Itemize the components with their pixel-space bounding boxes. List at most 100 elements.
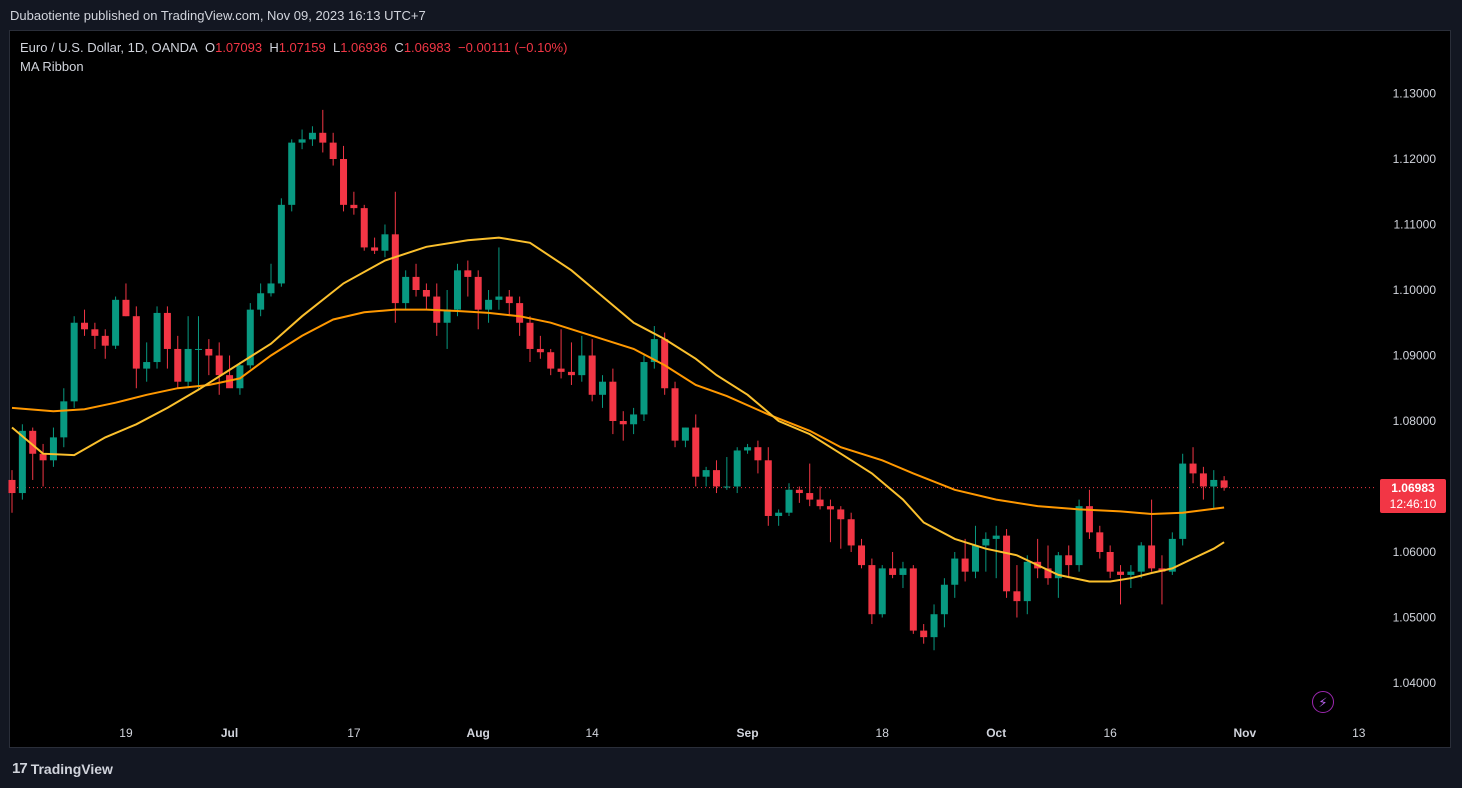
candle-body	[122, 299, 130, 317]
candle-body	[567, 371, 575, 376]
candle-body	[795, 489, 803, 494]
chart-legend: Euro / U.S. Dollar, 1D, OANDA O1.07093 H…	[20, 38, 567, 76]
lightning-icon[interactable]: ⚡	[1312, 691, 1334, 713]
candle-body	[640, 362, 648, 415]
price-badge-countdown: 12:46:10	[1389, 497, 1437, 511]
low-label: L	[332, 40, 341, 55]
candle-body	[961, 558, 969, 572]
candle-body	[277, 204, 285, 284]
candle-body	[101, 335, 109, 346]
candle-body	[681, 427, 689, 441]
ma-ribbon-slow-line	[11, 308, 1225, 516]
candle-body	[526, 322, 534, 349]
candle-body	[1179, 463, 1187, 539]
x-tick-label: Oct	[986, 726, 1006, 740]
candle-body	[557, 368, 565, 372]
candle-body	[723, 486, 731, 488]
candle-body	[878, 568, 886, 615]
candle-body	[1210, 479, 1218, 487]
candle-body	[29, 430, 37, 454]
candle-body	[39, 453, 47, 461]
candle-body	[350, 204, 358, 209]
change-value: −0.00111 (−0.10%)	[458, 40, 568, 55]
y-axis: 1.13000 1.12000 1.11000 1.10000 1.09000 1.080…	[1393, 87, 1437, 691]
candle-body	[650, 339, 658, 363]
candle-body	[1096, 532, 1104, 552]
candle-body	[184, 348, 192, 382]
candle-body	[547, 352, 555, 369]
x-axis: 19 Jul 17 Aug 14 Sep 18 Oct 16 Nov 13	[119, 726, 1366, 740]
candles	[8, 109, 1228, 651]
candle-body	[402, 276, 410, 304]
candle-body	[464, 270, 472, 277]
open-label: O	[204, 40, 216, 55]
candle-body	[18, 430, 26, 494]
candle-body	[132, 316, 140, 369]
y-tick-label: 1.04000	[1393, 676, 1437, 690]
candle-body	[806, 493, 814, 500]
candle-body	[422, 290, 430, 297]
footer-brand[interactable]: 17 TradingView	[12, 760, 113, 777]
candle-body	[1220, 480, 1228, 488]
x-tick-label: Aug	[467, 726, 490, 740]
y-tick-label: 1.13000	[1393, 87, 1437, 101]
high-value: 1.07159	[278, 40, 326, 55]
tradingview-logo-icon: 17	[12, 760, 28, 777]
candle-body	[951, 558, 959, 585]
candle-body	[909, 568, 917, 631]
candle-body	[308, 132, 316, 140]
candle-body	[340, 159, 348, 205]
candle-body	[1065, 555, 1073, 566]
candle-body	[505, 296, 513, 304]
x-tick-label: Nov	[1234, 726, 1257, 740]
candle-body	[1013, 591, 1021, 602]
candle-body	[1189, 463, 1197, 474]
candle-body	[992, 535, 1000, 539]
y-tick-label: 1.06000	[1393, 545, 1437, 559]
candle-body	[360, 208, 368, 248]
chart-frame[interactable]	[9, 30, 1451, 748]
candle-body	[1106, 552, 1114, 572]
candle-body	[1075, 506, 1083, 566]
x-tick-label: 16	[1103, 726, 1117, 740]
symbol-label[interactable]: Euro / U.S. Dollar, 1D, OANDA	[20, 40, 198, 55]
candle-body	[1148, 545, 1156, 569]
x-tick-label: Sep	[737, 726, 759, 740]
footer-brand-text: TradingView	[30, 760, 113, 777]
candle-body	[143, 362, 151, 369]
candle-body	[899, 568, 907, 575]
x-tick-label: 17	[347, 726, 361, 740]
candle-body	[8, 479, 16, 494]
candle-body	[826, 506, 834, 510]
candle-body	[1168, 538, 1176, 572]
high-label: H	[269, 40, 279, 55]
candle-body	[837, 509, 845, 520]
candle-body	[775, 512, 783, 516]
candle-body	[1044, 568, 1052, 579]
candle-body	[733, 450, 741, 487]
candle-body	[91, 329, 99, 336]
candle-body	[868, 565, 876, 615]
candle-body	[971, 545, 979, 572]
candle-body	[1127, 571, 1135, 575]
candle-body	[785, 489, 793, 513]
y-tick-label: 1.08000	[1393, 414, 1437, 428]
candle-body	[889, 568, 897, 575]
candle-body	[671, 388, 679, 441]
candle-body	[112, 299, 120, 346]
candle-body	[474, 276, 482, 310]
candle-body	[443, 309, 451, 323]
candle-body	[599, 381, 607, 395]
candle-body	[516, 303, 524, 323]
candle-body	[70, 322, 78, 402]
y-tick-label: 1.09000	[1393, 349, 1437, 363]
indicator-label[interactable]: MA Ribbon	[20, 59, 84, 74]
candle-body	[298, 139, 306, 143]
candle-body	[630, 414, 638, 425]
candle-body	[619, 421, 627, 425]
candle-body	[847, 519, 855, 546]
candle-body	[391, 234, 399, 304]
candle-body	[764, 460, 772, 516]
candle-body	[588, 355, 596, 395]
